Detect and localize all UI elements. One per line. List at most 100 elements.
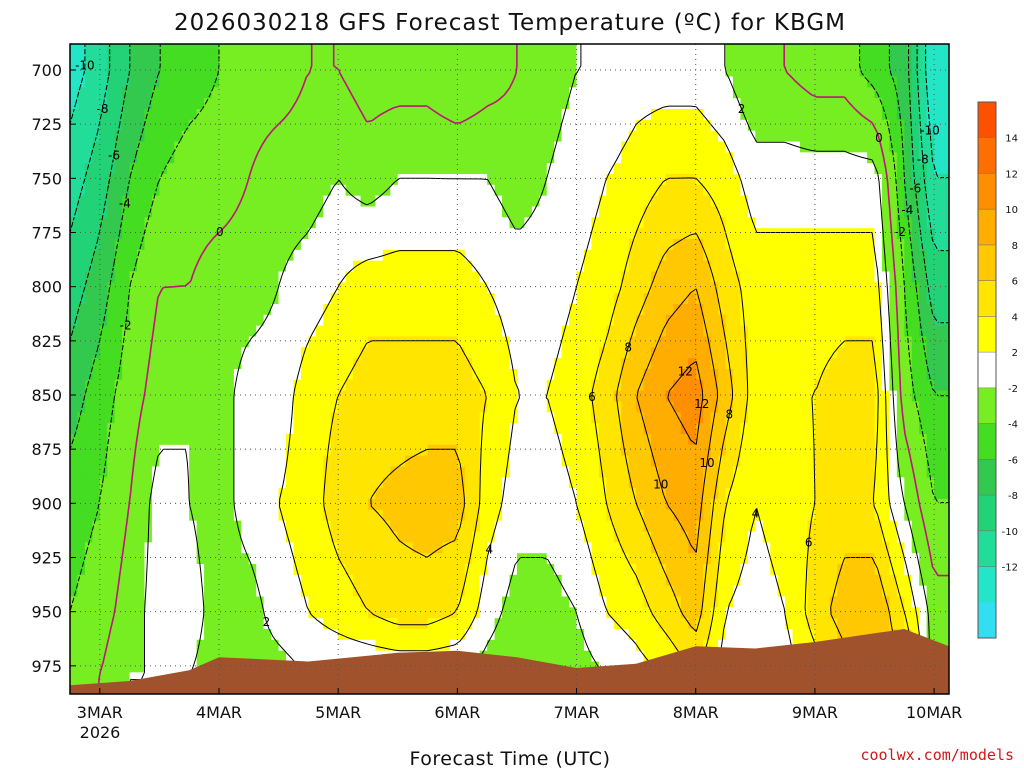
heat-cell xyxy=(256,304,265,316)
heat-cell xyxy=(412,54,421,67)
heat-cell xyxy=(263,65,272,78)
heat-cell xyxy=(211,477,220,489)
heat-cell xyxy=(464,444,473,457)
heat-cell xyxy=(360,509,369,522)
heat-cell xyxy=(621,141,630,153)
heat-cell xyxy=(658,109,667,121)
heat-cell xyxy=(673,585,682,598)
heat-cell xyxy=(427,596,436,608)
heat-cell xyxy=(464,174,473,186)
heat-cell xyxy=(420,271,429,283)
heat-cell xyxy=(226,87,235,99)
heat-cell xyxy=(330,574,339,587)
heat-cell xyxy=(107,65,116,78)
heat-cell xyxy=(137,434,146,446)
heat-cell xyxy=(613,98,622,110)
heat-cell xyxy=(278,271,287,283)
heat-cell xyxy=(174,358,183,370)
heat-cell xyxy=(70,423,79,435)
heat-cell xyxy=(204,249,213,262)
heat-cell xyxy=(576,629,585,641)
heat-cell xyxy=(457,444,466,457)
heat-cell xyxy=(397,239,406,251)
heat-cell xyxy=(524,152,533,164)
heat-cell xyxy=(196,488,205,500)
heat-cell xyxy=(263,282,272,294)
heat-cell xyxy=(248,618,257,630)
heat-cell xyxy=(204,401,213,413)
heat-cell xyxy=(397,152,406,164)
heat-cell xyxy=(367,564,377,576)
heat-cell xyxy=(621,336,630,348)
heat-cell xyxy=(248,152,257,164)
heat-cell xyxy=(516,54,525,67)
heat-cell xyxy=(286,304,295,316)
heat-cell xyxy=(435,542,444,554)
heat-cell xyxy=(248,141,257,153)
heat-cell xyxy=(412,109,421,121)
heat-cell xyxy=(636,44,645,56)
heat-cell xyxy=(70,520,79,533)
heat-cell xyxy=(211,596,220,608)
heat-cell xyxy=(166,271,175,283)
heat-cell xyxy=(688,98,697,110)
heat-cell xyxy=(70,239,79,251)
heat-cell xyxy=(427,206,436,218)
heat-cell xyxy=(621,585,630,598)
heat-cell xyxy=(308,174,317,186)
heat-cell xyxy=(367,336,377,348)
heat-cell xyxy=(479,466,488,478)
heat-cell xyxy=(405,358,414,370)
heat-cell xyxy=(375,87,384,99)
heat-cell xyxy=(598,87,607,99)
heat-cell xyxy=(405,249,414,262)
heat-cell xyxy=(84,358,93,370)
heat-cell xyxy=(330,477,339,489)
heat-cell xyxy=(591,618,600,630)
heat-cell xyxy=(181,509,190,522)
heat-cell xyxy=(300,369,309,381)
heat-cell xyxy=(442,87,451,99)
heat-cell xyxy=(420,488,429,500)
heat-cell xyxy=(308,369,317,381)
heat-cell xyxy=(353,336,362,348)
heat-cell xyxy=(70,455,79,468)
heat-cell xyxy=(107,87,116,99)
heat-cell xyxy=(114,509,123,522)
heat-cell xyxy=(300,618,309,630)
heat-cell xyxy=(107,141,116,153)
heat-cell xyxy=(263,325,272,338)
heat-cell xyxy=(77,217,86,229)
heat-cell xyxy=(546,466,555,478)
heat-cell xyxy=(613,249,622,262)
heat-cell xyxy=(70,152,79,164)
heat-cell xyxy=(420,347,429,359)
heat-cell xyxy=(569,336,578,348)
heat-cell xyxy=(330,206,339,218)
heat-cell xyxy=(561,336,570,348)
heat-cell xyxy=(405,76,414,88)
heat-cell xyxy=(613,358,622,370)
heat-cell xyxy=(196,607,205,619)
heat-cell xyxy=(233,206,242,218)
heat-cell xyxy=(189,163,198,175)
heat-cell xyxy=(382,358,391,370)
heat-cell xyxy=(680,564,689,576)
heat-cell xyxy=(591,358,600,370)
heat-cell xyxy=(546,574,555,587)
heat-cell xyxy=(435,98,444,110)
heat-cell xyxy=(122,271,131,283)
heat-cell xyxy=(628,109,637,121)
heat-cell xyxy=(628,596,637,608)
heat-cell xyxy=(293,65,302,78)
heat-cell xyxy=(643,249,652,262)
heat-cell xyxy=(516,499,525,511)
heat-cell xyxy=(472,304,481,316)
heat-cell xyxy=(539,358,548,370)
heat-cell xyxy=(226,184,235,197)
heat-cell xyxy=(315,607,324,619)
heat-cell xyxy=(375,401,384,413)
heat-cell xyxy=(70,379,79,392)
heat-cell xyxy=(494,217,503,229)
heat-cell xyxy=(114,596,123,608)
